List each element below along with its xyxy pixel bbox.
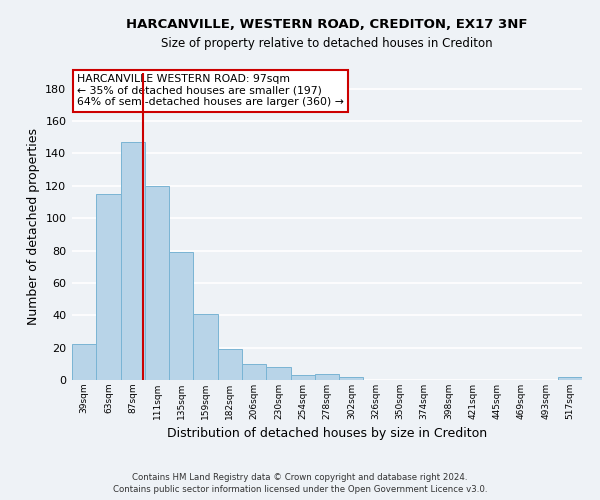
Bar — [193, 314, 218, 380]
X-axis label: Distribution of detached houses by size in Crediton: Distribution of detached houses by size … — [167, 428, 487, 440]
Bar — [72, 344, 96, 380]
Bar — [315, 374, 339, 380]
Text: Size of property relative to detached houses in Crediton: Size of property relative to detached ho… — [161, 38, 493, 51]
Bar — [121, 142, 145, 380]
Bar — [558, 377, 582, 380]
Bar — [169, 252, 193, 380]
Bar — [145, 186, 169, 380]
Bar — [266, 367, 290, 380]
Bar — [339, 377, 364, 380]
Text: HARCANVILLE, WESTERN ROAD, CREDITON, EX17 3NF: HARCANVILLE, WESTERN ROAD, CREDITON, EX1… — [126, 18, 528, 30]
Bar — [96, 194, 121, 380]
Text: Contains public sector information licensed under the Open Government Licence v3: Contains public sector information licen… — [113, 485, 487, 494]
Y-axis label: Number of detached properties: Number of detached properties — [27, 128, 40, 325]
Text: HARCANVILLE WESTERN ROAD: 97sqm
← 35% of detached houses are smaller (197)
64% o: HARCANVILLE WESTERN ROAD: 97sqm ← 35% of… — [77, 74, 344, 107]
Text: Contains HM Land Registry data © Crown copyright and database right 2024.: Contains HM Land Registry data © Crown c… — [132, 472, 468, 482]
Bar — [290, 375, 315, 380]
Bar — [242, 364, 266, 380]
Bar — [218, 349, 242, 380]
